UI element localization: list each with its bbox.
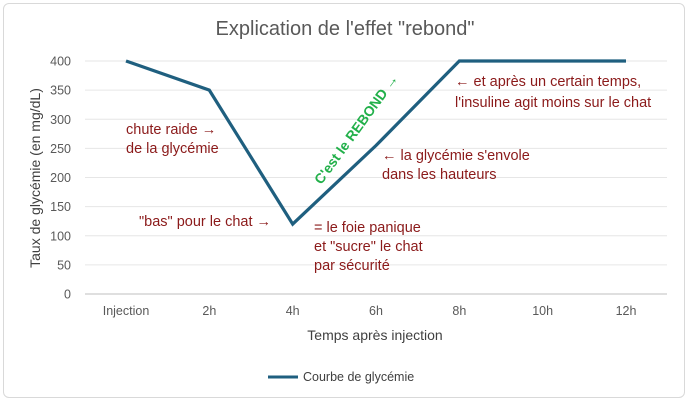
annotation-foie: = le foie panique et "sucre" le chat par s…: [314, 220, 423, 274]
series-line-0: [125, 59, 626, 227]
annotation-line: et "sucre" le chat: [314, 239, 423, 255]
x-tick-label: 8h: [452, 304, 466, 318]
annotation-line: "bas" pour le chat →: [139, 214, 271, 230]
x-tick-label: Injection: [103, 304, 150, 318]
annotation-line: ← et après un certain temps,: [455, 74, 641, 90]
y-tick-label: 200: [50, 171, 71, 185]
y-axis-ticks: 0 50 100 150 200 250 300 350 400: [50, 55, 71, 302]
y-tick-label: 0: [64, 288, 71, 302]
annotation-line: ← la glycémie s'envole: [382, 148, 530, 164]
y-tick-label: 150: [50, 200, 71, 214]
y-tick-label: 350: [50, 84, 71, 98]
annotations: chute raide → de la glycémie "bas" pour le…: [126, 71, 651, 274]
legend-label: Courbe de glycémie: [303, 370, 414, 384]
annotation-line: chute raide →: [126, 122, 216, 138]
x-tick-label: 12h: [616, 304, 637, 318]
y-tick-label: 300: [50, 113, 71, 127]
annotation-line: l'insuline agit moins sur le chat: [455, 95, 651, 111]
annotation-chute: chute raide → de la glycémie: [126, 122, 219, 157]
annotation-bas: "bas" pour le chat →: [139, 214, 271, 230]
y-tick-label: 400: [50, 55, 71, 69]
x-axis-label: Temps après injection: [307, 327, 442, 343]
x-tick-label: 4h: [286, 304, 300, 318]
y-axis-label: Taux de glycémie (en mg/dL): [27, 88, 43, 268]
y-tick-label: 250: [50, 142, 71, 156]
annotation-line: dans les hauteurs: [382, 167, 496, 183]
x-axis-ticks: Injection 2h 4h 6h 8h 10h 12h: [103, 304, 637, 318]
annotation-line: = le foie panique: [314, 220, 421, 236]
annotation-insuline: ← et après un certain temps, l'insuline a…: [455, 74, 651, 111]
series-layer: [125, 59, 626, 227]
x-tick-label: 2h: [202, 304, 216, 318]
y-tick-label: 50: [57, 258, 71, 272]
legend: Courbe de glycémie: [268, 370, 414, 384]
x-tick-label: 10h: [532, 304, 553, 318]
chart-frame: [3, 3, 685, 398]
annotation-line: par sécurité: [314, 258, 390, 274]
chart-title: Explication de l'effet "rebond": [216, 18, 475, 40]
annotation-line: de la glycémie: [126, 141, 219, 157]
annotation-envole: ← la glycémie s'envole dans les hauteurs: [382, 148, 530, 183]
y-tick-label: 100: [50, 229, 71, 243]
x-tick-label: 6h: [369, 304, 383, 318]
